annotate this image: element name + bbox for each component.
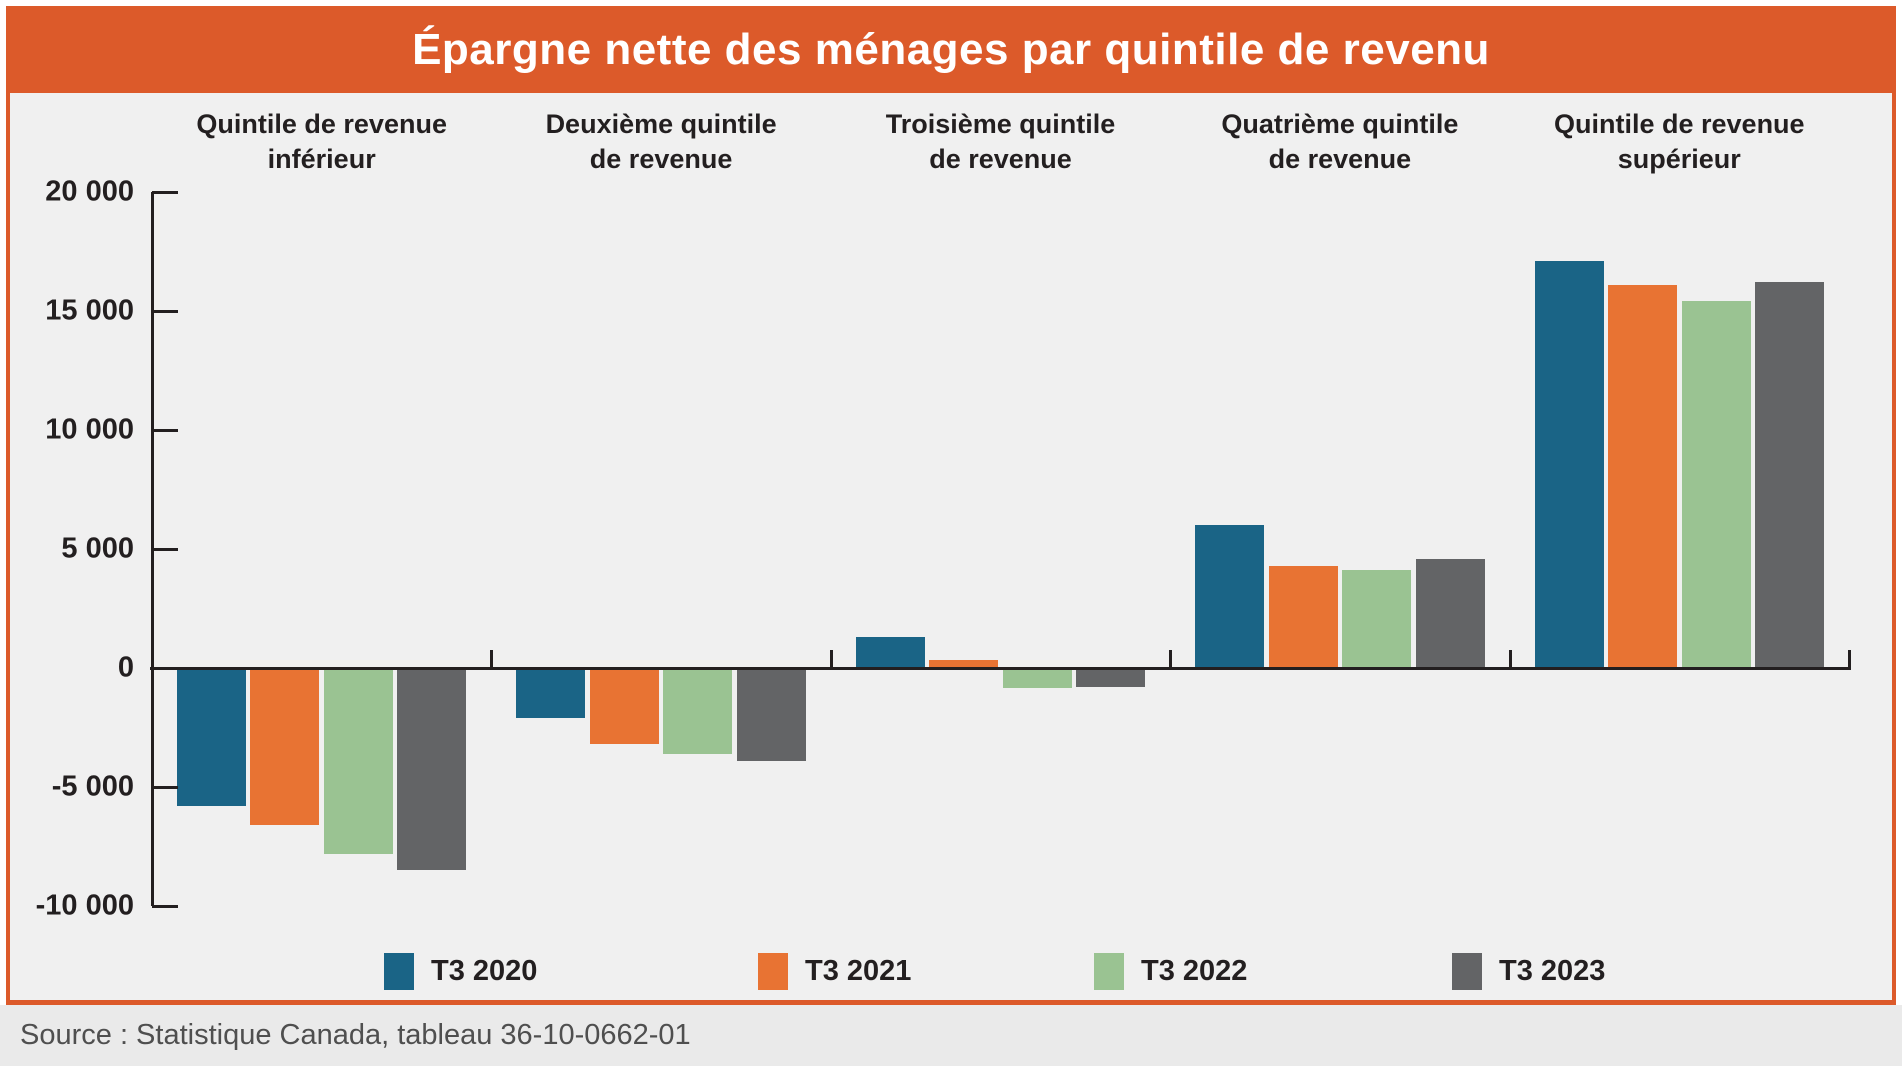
legend-label: T3 2022 [1141,955,1248,987]
bar-t3-2020-q5 [1534,261,1604,668]
y-tick-label: -10 000 [35,889,134,922]
bar-t3-2021-q1 [250,668,320,826]
bar-t3-2023-q1 [397,668,467,871]
y-tick-label: 5 000 [61,532,134,565]
bar-t3-2023-q5 [1755,282,1825,668]
bar-t3-2020-q4 [1195,525,1265,668]
title-band: Épargne nette des ménages par quintile d… [6,6,1896,93]
bar-t3-2022-q2 [663,668,733,754]
group-label: Troisième quintile de revenue [885,109,1116,175]
bar-t3-2022-q1 [323,668,393,854]
legend-swatch [758,953,788,990]
x-axis-group-tick [1848,650,1851,668]
legend-swatch [1452,953,1482,990]
x-axis-group-tick [829,650,833,668]
x-axis-group-tick [1169,650,1173,668]
y-axis-tick [152,310,178,313]
bar-t3-2022-q3 [1002,668,1072,689]
y-tick-label: 20 000 [45,175,134,208]
bar-t3-2023-q2 [736,668,806,761]
legend-swatch [1094,953,1124,990]
bar-t3-2021-q4 [1268,565,1338,668]
source-strip: Source : Statistique Canada, tableau 36-… [0,1005,1902,1066]
plot-area: 20 000 15 000 10 000 5 000 0 -5 000 -10 000 Qui… [10,93,1892,1000]
bar-t3-2022-q5 [1681,301,1751,668]
source-text: Source : Statistique Canada, tableau 36-… [20,1019,691,1051]
y-tick-label: 15 000 [45,294,134,327]
bar-t3-2020-q3 [855,637,925,668]
bar-t3-2021-q3 [929,659,999,668]
y-axis-tick [152,548,178,551]
legend-label: T3 2020 [431,955,538,987]
y-tick-label: -5 000 [51,770,134,803]
chart-box: 20 000 15 000 10 000 5 000 0 -5 000 -10 000 Qui… [6,93,1896,1005]
legend-item-t3-2022: T3 2022 [1094,953,1247,990]
legend-item-t3-2021: T3 2021 [758,953,911,990]
chart-title: Épargne nette des ménages par quintile d… [412,24,1490,74]
legend-label: T3 2021 [805,955,912,987]
y-tick-label: 0 [117,651,134,684]
bar-t3-2020-q2 [516,668,586,718]
x-axis-baseline [150,667,1851,670]
legend-label: T3 2023 [1499,955,1606,987]
y-tick-label: 10 000 [45,413,134,446]
bar-t3-2022-q4 [1342,570,1412,668]
x-axis-group-tick [490,650,494,668]
legend-item-t3-2020: T3 2020 [384,953,537,990]
group-label: Quintile de revenue supérieur [1554,109,1805,175]
y-axis-tick [152,786,178,789]
x-axis-group-tick [1508,650,1512,668]
y-axis-tick [152,191,178,194]
group-label: Quintile de revenue inférieur [196,109,447,175]
group-label: Deuxième quintile de revenue [545,109,777,175]
group-label: Quatrième quintile de revenue [1221,109,1459,175]
bar-t3-2021-q2 [589,668,659,745]
legend-swatch [384,953,414,990]
bar-t3-2021-q5 [1608,284,1678,668]
bar-t3-2023-q4 [1415,558,1485,668]
bar-t3-2020-q1 [176,668,246,807]
bar-t3-2023-q3 [1076,668,1146,688]
y-axis-tick [152,429,178,432]
legend-item-t3-2023: T3 2023 [1452,953,1605,990]
y-axis-tick [152,905,178,908]
